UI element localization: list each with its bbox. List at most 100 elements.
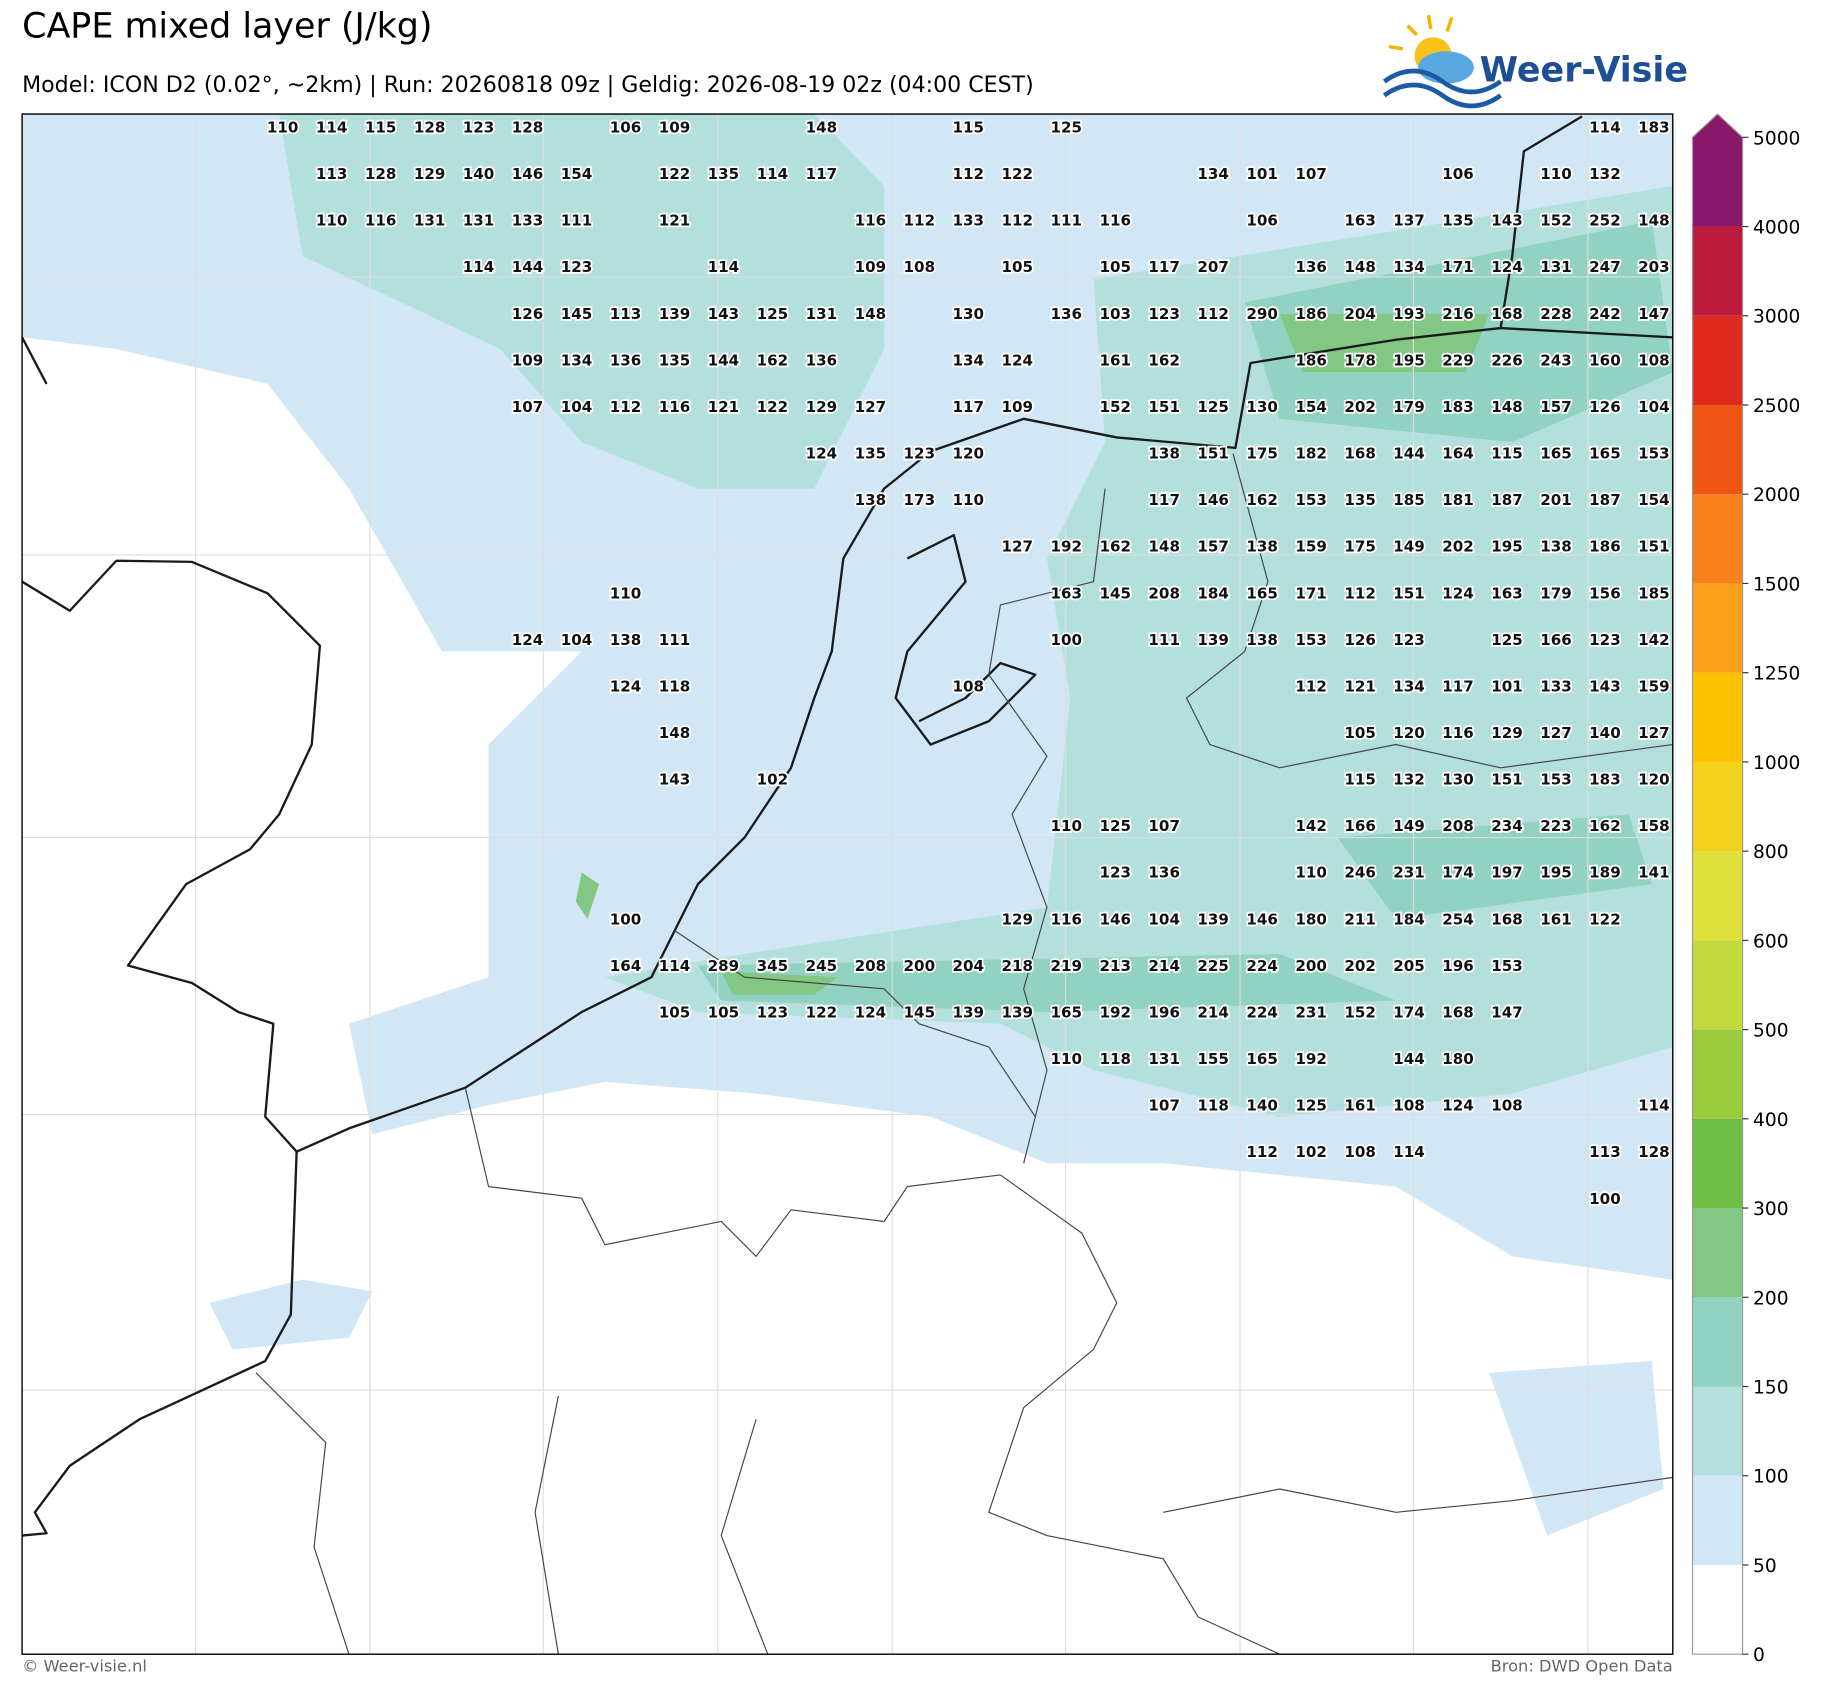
cape-value: 195: [1540, 864, 1572, 882]
cape-value: 123: [904, 445, 936, 463]
colorbar-segment: [1692, 494, 1743, 584]
cape-value: 151: [1393, 584, 1425, 602]
cape-value: 123: [1393, 631, 1425, 649]
colorbar-tick-label: 400: [1753, 1110, 1789, 1131]
colorbar-tick-label: 200: [1753, 1288, 1789, 1309]
cape-value: 144: [512, 258, 544, 276]
cape-value: 134: [1393, 258, 1425, 276]
cape-value: 163: [1491, 584, 1523, 602]
cape-value: 124: [806, 445, 838, 463]
cape-value: 138: [855, 491, 887, 509]
colorbar-segment: [1692, 226, 1743, 316]
cape-value: 129: [1002, 910, 1034, 928]
cape-value: 103: [1099, 305, 1131, 323]
cape-value: 154: [561, 165, 593, 183]
colorbar-segment: [1692, 1208, 1743, 1298]
cape-value: 186: [1295, 351, 1327, 369]
cape-value: 192: [1099, 1003, 1131, 1021]
cape-value: 186: [1589, 538, 1621, 556]
map-frame: [21, 113, 1674, 1655]
cape-value: 231: [1393, 864, 1425, 882]
cape-value: 146: [512, 165, 544, 183]
cape-value: 289: [708, 957, 740, 975]
cape-value: 187: [1491, 491, 1523, 509]
cape-value: 290: [1246, 305, 1278, 323]
cape-value: 136: [610, 351, 642, 369]
cape-value: 123: [1589, 631, 1621, 649]
cape-value: 152: [1540, 212, 1572, 230]
cape-value: 192: [1050, 538, 1082, 556]
cape-value: 162: [1099, 538, 1131, 556]
cape-value: 110: [1295, 864, 1327, 882]
cape-value: 142: [1638, 631, 1670, 649]
cape-value: 123: [757, 1003, 789, 1021]
colorbar-segment: [1692, 315, 1743, 405]
cape-value: 108: [1638, 351, 1670, 369]
cape-value: 125: [1197, 398, 1229, 416]
cape-value: 124: [1442, 1097, 1474, 1115]
cape-value: 155: [1197, 1050, 1229, 1068]
cape-value: 134: [1197, 165, 1229, 183]
cape-value: 153: [1540, 771, 1572, 789]
cape-value: 100: [610, 910, 642, 928]
colorbar-tick-label: 1500: [1753, 574, 1800, 595]
cape-value: 128: [365, 165, 397, 183]
colorbar-tick-label: 800: [1753, 842, 1789, 863]
cape-value: 125: [1491, 631, 1523, 649]
cape-value: 143: [1589, 677, 1621, 695]
cape-value: 142: [1295, 817, 1327, 835]
cape-value: 184: [1393, 910, 1425, 928]
cape-value: 154: [1638, 491, 1670, 509]
cape-value: 165: [1246, 1050, 1278, 1068]
cape-value: 104: [561, 398, 593, 416]
cape-value: 124: [610, 677, 642, 695]
cape-value: 140: [1246, 1097, 1278, 1115]
cape-value: 116: [659, 398, 691, 416]
cape-value: 108: [1393, 1097, 1425, 1115]
cape-value: 111: [659, 631, 691, 649]
cape-value: 189: [1589, 864, 1621, 882]
cape-value: 105: [1002, 258, 1034, 276]
cape-value: 113: [1589, 1143, 1621, 1161]
cape-value: 144: [1393, 445, 1425, 463]
cape-value: 185: [1638, 584, 1670, 602]
cape-value: 168: [1442, 1003, 1474, 1021]
cape-value: 122: [806, 1003, 838, 1021]
cape-value: 148: [806, 119, 838, 137]
title: CAPE mixed layer (J/kg): [22, 6, 432, 46]
colorbar-segment: [1692, 404, 1743, 495]
cape-value: 107: [512, 398, 544, 416]
cape-value: 202: [1442, 538, 1474, 556]
cape-value: 114: [757, 165, 789, 183]
cape-value: 102: [757, 771, 789, 789]
cape-value: 175: [1246, 445, 1278, 463]
cape-value: 129: [1491, 724, 1523, 742]
cape-value: 136: [1148, 864, 1180, 882]
cape-value: 124: [512, 631, 544, 649]
cape-value: 205: [1393, 957, 1425, 975]
cape-value: 187: [1589, 491, 1621, 509]
colorbar-tick-label: 4000: [1753, 218, 1800, 239]
cape-value: 229: [1442, 351, 1474, 369]
cape-value: 243: [1540, 351, 1572, 369]
cape-value: 117: [1148, 491, 1180, 509]
cape-value: 122: [1002, 165, 1034, 183]
cape-value: 148: [659, 724, 691, 742]
cape-value: 224: [1246, 1003, 1278, 1021]
cape-value: 148: [1148, 538, 1180, 556]
cape-value: 114: [1589, 119, 1621, 137]
cape-value: 112: [1002, 212, 1034, 230]
cape-value: 197: [1491, 864, 1523, 882]
cape-value: 114: [316, 119, 348, 137]
cape-value: 204: [1344, 305, 1376, 323]
cape-value: 111: [1050, 212, 1082, 230]
cape-value: 129: [414, 165, 446, 183]
colorbar-segment: [1692, 1564, 1743, 1655]
cape-value: 127: [855, 398, 887, 416]
cape-value: 110: [267, 119, 299, 137]
cape-value: 121: [1344, 677, 1376, 695]
cape-value: 120: [1393, 724, 1425, 742]
footer-right: Bron: DWD Open Data: [1491, 1657, 1673, 1676]
cape-value: 193: [1393, 305, 1425, 323]
cape-value: 183: [1589, 771, 1621, 789]
